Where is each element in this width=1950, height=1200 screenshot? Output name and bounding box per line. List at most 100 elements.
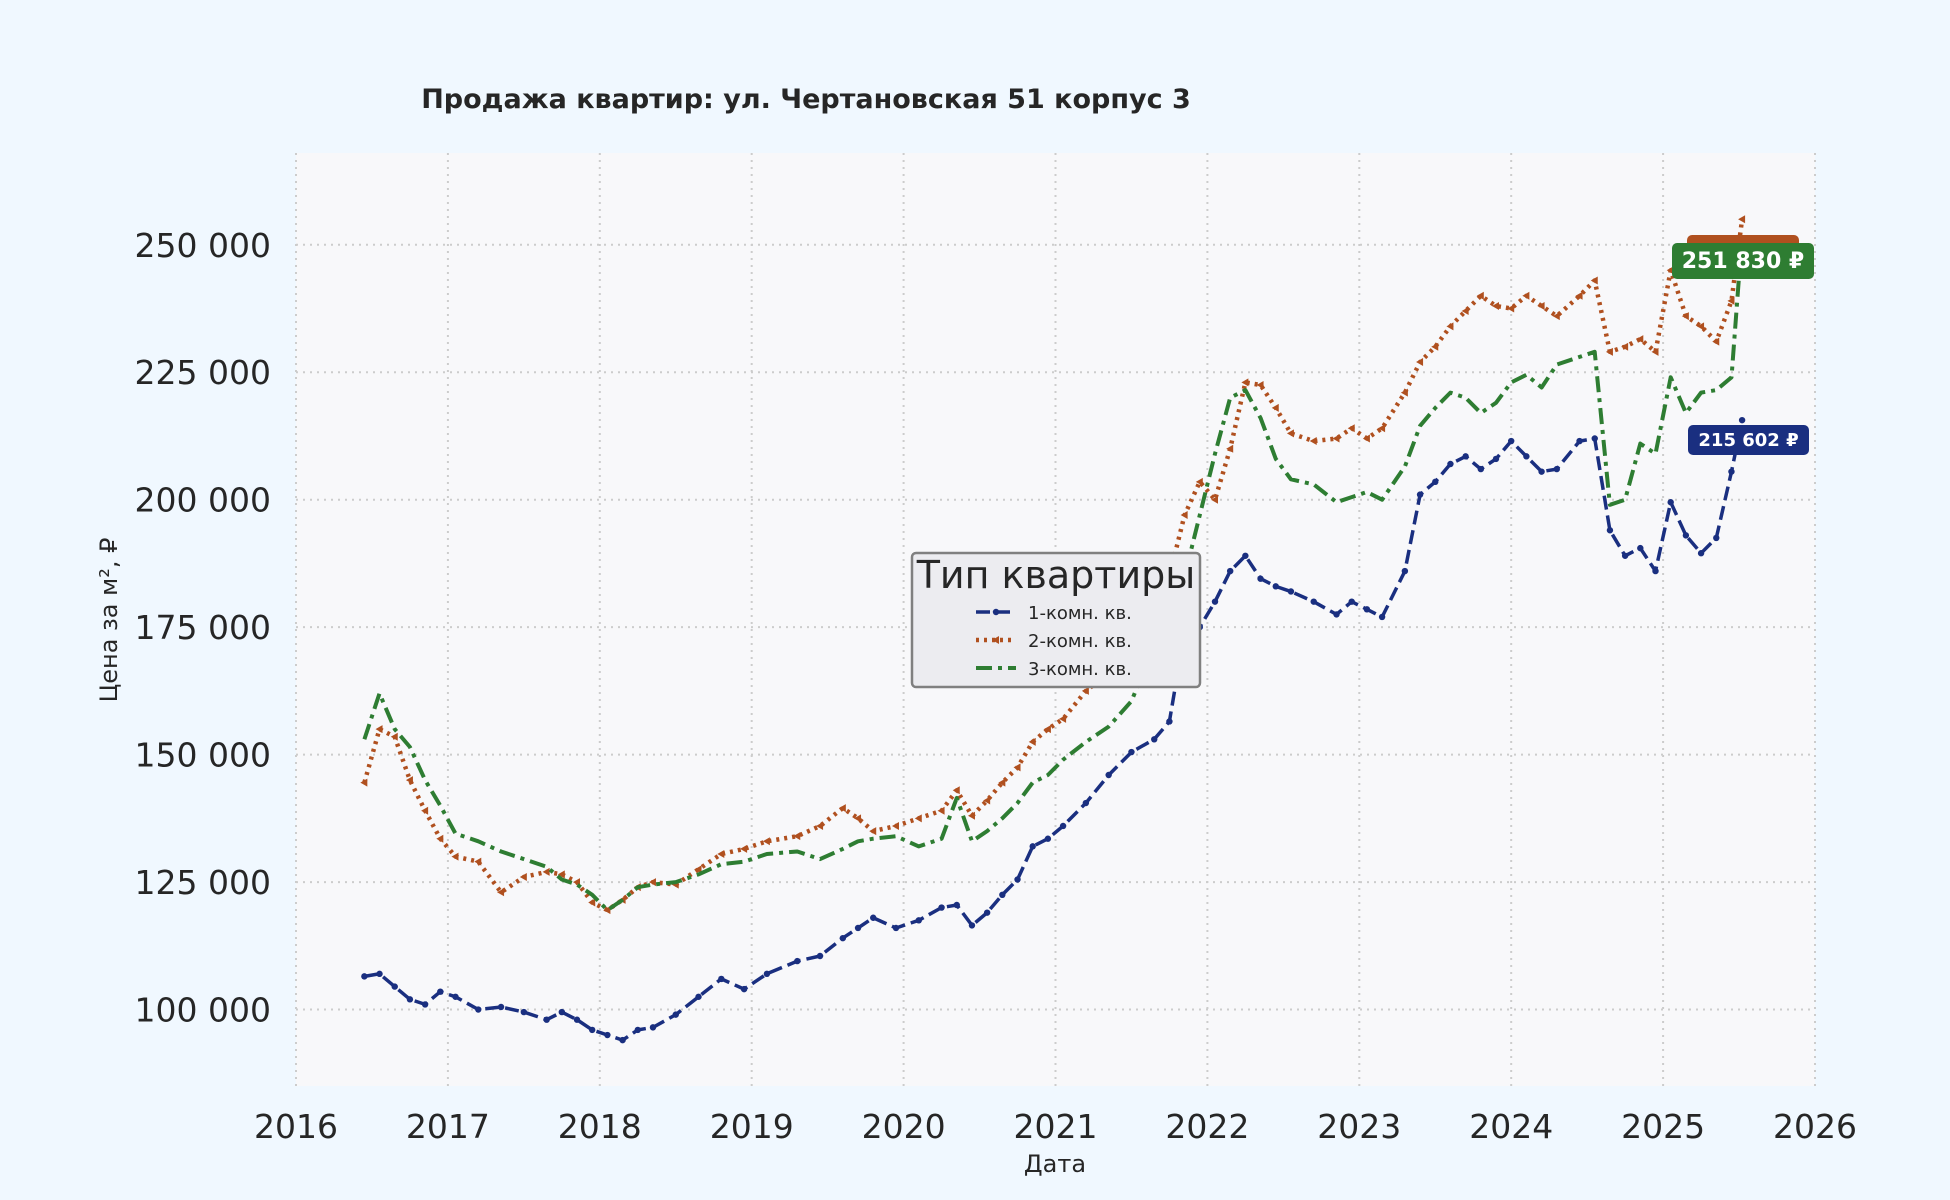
data-point: [543, 1016, 550, 1023]
data-point: [452, 993, 459, 1000]
data-point: [869, 827, 877, 836]
x-tick-label: 2024: [1469, 1107, 1553, 1146]
data-point: [1462, 453, 1469, 460]
data-point: [1286, 429, 1294, 438]
data-point: [1492, 455, 1500, 463]
y-tick-label: 175 000: [135, 608, 271, 647]
data-point: [1332, 434, 1340, 443]
data-point: [1538, 468, 1545, 475]
legend-label: 2-комн. кв.: [1028, 631, 1132, 652]
x-tick-label: 2023: [1317, 1107, 1401, 1146]
data-point: [999, 891, 1006, 899]
data-point: [952, 786, 960, 795]
data-point: [740, 844, 748, 853]
x-tick-label: 2017: [406, 1107, 490, 1146]
end-value-label: 251 830 ₽: [1682, 249, 1804, 274]
data-point: [763, 970, 771, 978]
data-point: [1461, 307, 1469, 316]
data-point: [1416, 358, 1424, 367]
data-point: [1226, 567, 1234, 575]
data-point: [1044, 835, 1052, 842]
x-tick-label: 2020: [862, 1107, 946, 1146]
data-point: [1591, 435, 1598, 442]
data-point: [1697, 322, 1705, 331]
data-point: [740, 985, 748, 993]
data-point: [1713, 534, 1720, 542]
data-point: [1082, 799, 1090, 807]
data-point: [604, 1031, 611, 1039]
x-tick-label: 2016: [254, 1107, 338, 1146]
data-point: [915, 917, 922, 924]
data-point: [1333, 611, 1340, 618]
series-line: [364, 419, 1744, 1042]
data-point: [967, 811, 975, 820]
x-tick-label: 2019: [710, 1107, 794, 1146]
data-point: [1256, 380, 1264, 389]
data-point: [1043, 725, 1051, 734]
x-tick-label: 2018: [558, 1107, 642, 1146]
data-point: [1523, 453, 1530, 460]
data-point: [1590, 276, 1598, 285]
legend-marker: [992, 608, 1000, 616]
data-point: [1621, 552, 1629, 559]
data-point: [1666, 266, 1674, 275]
data-point: [870, 914, 877, 921]
data-point: [1242, 552, 1249, 559]
data-point: [406, 996, 414, 1003]
series-1: [361, 416, 1746, 1044]
data-point: [1447, 460, 1454, 468]
data-point: [1508, 437, 1515, 445]
data-point: [1697, 550, 1705, 557]
data-point: [1738, 215, 1746, 224]
data-point: [474, 857, 482, 866]
data-point: [892, 924, 900, 932]
data-point: [839, 934, 847, 942]
data-point: [854, 814, 862, 823]
data-point: [1652, 567, 1659, 575]
data-point: [816, 821, 824, 830]
data-point: [497, 888, 505, 897]
end-labels: 251 830 ₽ 215 602 ₽: [1672, 235, 1814, 455]
data-point: [968, 922, 976, 929]
data-point: [998, 778, 1006, 787]
data-point: [1105, 771, 1112, 779]
data-point: [634, 1026, 641, 1034]
data-point: [1727, 296, 1735, 305]
data-point: [762, 837, 770, 846]
data-point: [1310, 598, 1317, 605]
data-point: [1378, 424, 1386, 433]
data-point: [619, 1036, 626, 1044]
data-point: [437, 988, 444, 995]
data-point: [1667, 499, 1674, 506]
data-point: [451, 852, 459, 861]
data-point: [953, 901, 960, 909]
data-point: [1636, 335, 1644, 344]
y-tick-label: 250 000: [135, 226, 271, 265]
data-point: [376, 970, 383, 978]
data-point: [1476, 291, 1484, 300]
data-point: [1553, 465, 1560, 473]
data-point: [1013, 763, 1021, 772]
data-point: [892, 821, 900, 830]
data-point: [1029, 843, 1036, 850]
data-point: [1637, 544, 1644, 552]
data-point: [1401, 567, 1409, 575]
y-axis-ticks: 100 000 125 000 150 000 175 000 200 000 225 0…: [135, 226, 271, 1030]
data-point: [1522, 291, 1530, 300]
legend: Тип квартиры 1-комн. кв. 2-комн. кв. 3-ком…: [910, 551, 1202, 689]
data-point: [672, 1011, 679, 1018]
data-point: [375, 725, 383, 734]
data-point: [937, 806, 945, 815]
data-point: [1059, 714, 1067, 723]
data-point: [1180, 510, 1188, 519]
data-point: [1309, 437, 1317, 446]
data-point: [1432, 478, 1439, 486]
data-point: [794, 957, 801, 965]
data-point: [421, 806, 429, 815]
data-point: [475, 1006, 482, 1013]
data-point: [1621, 342, 1629, 351]
data-point: [1378, 613, 1386, 621]
data-point: [1059, 822, 1067, 830]
legend-box: [910, 551, 1202, 689]
legend-title: Тип квартиры: [916, 553, 1196, 597]
